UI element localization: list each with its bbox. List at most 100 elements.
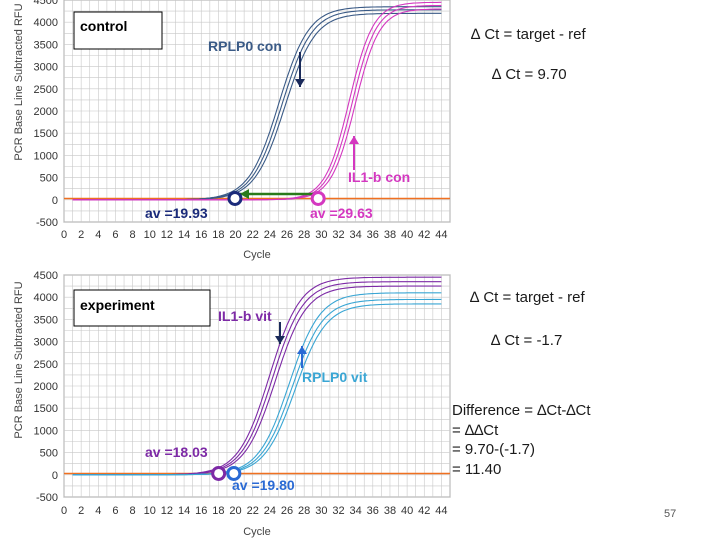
x-tick-label: 6: [112, 229, 118, 241]
y-axis-label: PCR Base Line Subtracted RFU: [13, 3, 25, 160]
x-tick-label: 0: [61, 505, 67, 517]
y-tick-label: 0: [52, 195, 58, 207]
x-tick-label: 36: [367, 229, 379, 241]
x-tick-label: 28: [298, 505, 310, 517]
ct-marker: [227, 190, 243, 206]
difference-line-1: Difference = ∆Ct-∆Ct: [452, 402, 591, 419]
y-tick-label: 500: [40, 448, 58, 460]
x-tick-label: 8: [130, 505, 136, 517]
difference-line-3: = 9.70-(-1.7): [452, 441, 535, 458]
ct-average-label: av =19.93: [145, 205, 208, 221]
x-tick-label: 16: [195, 229, 207, 241]
x-tick-label: 34: [350, 505, 362, 517]
x-tick-label: 38: [384, 505, 396, 517]
x-tick-label: 44: [435, 229, 447, 241]
x-tick-label: 42: [418, 505, 430, 517]
series-label: RPLP0 vit: [302, 369, 368, 385]
amplification-curve-1-rep-2: [72, 8, 442, 201]
y-tick-label: 1000: [34, 150, 58, 162]
sample-box-label: control: [80, 18, 127, 34]
x-tick-label: 24: [264, 229, 276, 241]
y-tick-label: 1000: [34, 425, 58, 437]
x-tick-label: 6: [112, 505, 118, 517]
x-tick-label: 24: [264, 505, 276, 517]
y-tick-label: 2000: [34, 106, 58, 118]
y-axis-label: PCR Base Line Subtracted RFU: [13, 281, 25, 438]
x-tick-label: 44: [435, 505, 447, 517]
y-tick-label: -500: [36, 492, 58, 504]
x-axis-label: Cycle: [243, 249, 271, 261]
x-tick-label: 38: [384, 229, 396, 241]
x-tick-label: 30: [315, 229, 327, 241]
y-tick-label: 2500: [34, 359, 58, 371]
bottom-formula: ∆ Ct = target - ref: [470, 289, 585, 306]
ct-marker: [211, 465, 227, 481]
arrow-head: [349, 136, 359, 144]
top-delta-ct: ∆ Ct = 9.70: [492, 66, 567, 83]
x-tick-label: 28: [298, 229, 310, 241]
ct-average-label: av =29.63: [310, 205, 373, 221]
y-tick-label: 0: [52, 470, 58, 482]
top-formula: ∆ Ct = target - ref: [471, 26, 586, 43]
series-label: IL1-b con: [348, 169, 410, 185]
x-axis-label: Cycle: [243, 526, 271, 538]
ct-difference-arrowhead: [240, 189, 249, 199]
amplification-chart-experiment: 0 2 4 6 8 10 12 14 16 18 20 22 24 26 28 30 32 34 36 38 40 42 4…: [13, 270, 451, 538]
sample-box: [73, 289, 211, 327]
arrow-head: [297, 346, 307, 354]
x-tick-label: 10: [144, 229, 156, 241]
x-tick-label: 4: [95, 505, 101, 517]
x-tick-label: 22: [247, 229, 259, 241]
sample-box-label: experiment: [80, 297, 155, 313]
difference-line-2: = ∆∆Ct: [452, 421, 499, 439]
y-tick-label: 2000: [34, 381, 58, 393]
arrow-head: [295, 79, 305, 87]
ct-average-label: av =19.80: [232, 477, 295, 493]
x-tick-label: 12: [161, 505, 173, 517]
amplification-curve-1-rep-2: [72, 303, 442, 476]
bottom-delta-ct: ∆ Ct = -1.7: [491, 332, 563, 349]
difference-line-4: = 11.40: [452, 460, 502, 478]
x-tick-label: 32: [332, 229, 344, 241]
page-number: 57: [664, 508, 677, 520]
y-tick-label: 4000: [34, 17, 58, 29]
x-tick-label: 0: [61, 229, 67, 241]
x-tick-label: 40: [401, 505, 413, 517]
x-tick-label: 2: [78, 505, 84, 517]
x-tick-label: 20: [229, 505, 241, 517]
y-tick-label: 4000: [34, 292, 58, 304]
x-tick-label: 8: [130, 229, 136, 241]
x-tick-label: 20: [229, 229, 241, 241]
x-tick-label: 18: [212, 505, 224, 517]
ct-average-label: av =18.03: [145, 444, 208, 460]
y-tick-label: 500: [40, 173, 58, 185]
ct-marker: [226, 465, 242, 481]
y-tick-label: 1500: [34, 403, 58, 415]
arrow-head: [275, 336, 285, 344]
y-tick-label: 3500: [34, 314, 58, 326]
series-label: IL1-b vit: [218, 308, 272, 324]
amplification-chart-control: 0 2 4 6 8 10 12 14 16 18 20 22 24 26 28 30 32 34 36 38 40 42 4…: [13, 0, 451, 261]
y-tick-label: -500: [36, 217, 58, 229]
x-tick-label: 30: [315, 505, 327, 517]
x-tick-label: 42: [418, 229, 430, 241]
x-tick-label: 14: [178, 505, 190, 517]
x-tick-label: 4: [95, 229, 101, 241]
x-tick-label: 26: [281, 505, 293, 517]
difference-calculation: Difference = ∆Ct-∆Ct = ∆∆Ct = 9.70-(-1.7…: [452, 401, 591, 479]
y-tick-label: 3000: [34, 62, 58, 74]
x-tick-label: 12: [161, 229, 173, 241]
x-tick-label: 32: [332, 505, 344, 517]
x-tick-label: 34: [350, 229, 362, 241]
sample-box: [73, 11, 163, 50]
y-tick-label: 3000: [34, 337, 58, 349]
x-tick-label: 18: [212, 229, 224, 241]
x-tick-label: 10: [144, 505, 156, 517]
x-tick-label: 2: [78, 229, 84, 241]
x-tick-label: 16: [195, 505, 207, 517]
x-tick-label: 14: [178, 229, 190, 241]
x-tick-label: 36: [367, 505, 379, 517]
y-tick-label: 1500: [34, 128, 58, 140]
x-tick-label: 40: [401, 229, 413, 241]
